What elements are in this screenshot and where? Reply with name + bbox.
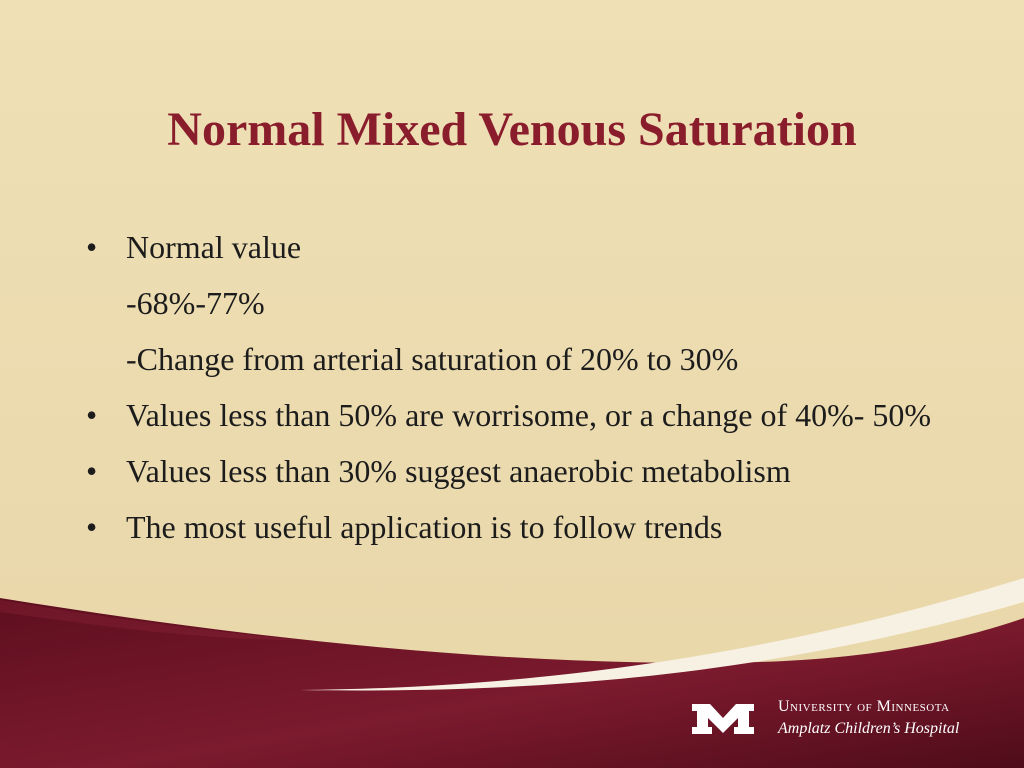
- bullet-item: Values less than 50% are worrisome, or a…: [86, 396, 986, 434]
- university-logo: University of Minnesota Amplatz Children…: [690, 694, 990, 744]
- bullet-item: Normal value: [86, 228, 986, 266]
- bullet-list: Normal value -68%-77% -Change from arter…: [86, 228, 986, 564]
- sub-item: -68%-77%: [126, 285, 265, 321]
- institution-name: University of Minnesota: [778, 698, 950, 715]
- white-swoosh: [300, 578, 1024, 691]
- sub-item: -Change from arterial saturation of 20% …: [126, 341, 739, 377]
- hospital-name: Amplatz Children’s Hospital: [778, 720, 960, 737]
- bullet-item: Values less than 30% suggest anaerobic m…: [86, 452, 986, 490]
- bullet-item: The most useful application is to follow…: [86, 508, 986, 546]
- slide-title: Normal Mixed Venous Saturation: [167, 103, 857, 156]
- university-m-logo-icon: [692, 704, 754, 734]
